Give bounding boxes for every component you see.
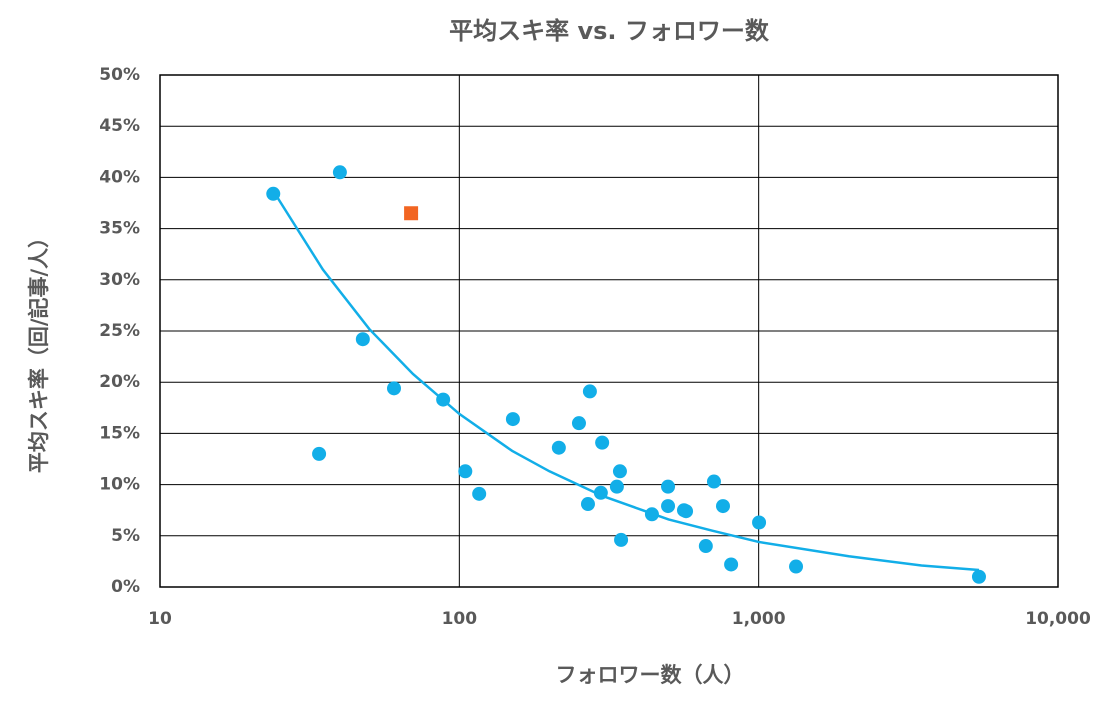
plot-border: [159, 74, 1059, 588]
point: [582, 384, 597, 399]
point: [571, 416, 586, 431]
x-tick-label: 100: [442, 609, 478, 629]
point: [612, 464, 627, 479]
point: [706, 474, 721, 489]
x-tick-label: 1,000: [732, 609, 786, 629]
x-tick-label: 10,000: [1025, 609, 1091, 629]
point: [724, 557, 739, 572]
point: [614, 532, 629, 547]
point: [505, 412, 520, 427]
point: [332, 165, 347, 180]
y-tick-label: 45%: [99, 116, 140, 136]
y-tick-label: 20%: [99, 372, 140, 392]
x-axis-title: フォロワー数（人）: [556, 663, 745, 687]
point: [387, 381, 402, 396]
chart-title: 平均スキ率 vs. フォロワー数: [449, 17, 770, 45]
y-tick-label: 30%: [99, 270, 140, 290]
point: [752, 515, 767, 530]
point: [971, 569, 986, 584]
point: [580, 497, 595, 512]
point: [458, 464, 473, 479]
point: [404, 206, 419, 221]
point: [789, 559, 804, 574]
y-tick-label: 10%: [99, 475, 140, 495]
y-tick-label: 40%: [99, 167, 140, 187]
point: [312, 446, 327, 461]
point: [355, 332, 370, 347]
y-tick-label: 5%: [111, 526, 140, 546]
x-tick-label: 10: [148, 609, 172, 629]
y-tick-label: 35%: [99, 219, 140, 239]
point: [679, 504, 694, 519]
y-axis-title: 平均スキ率（回/記事/人）: [27, 227, 51, 473]
point: [472, 486, 487, 501]
point: [609, 479, 624, 494]
point: [661, 499, 676, 514]
point: [715, 499, 730, 514]
y-tick-label: 0%: [111, 577, 140, 597]
point: [551, 440, 566, 455]
point: [698, 539, 713, 554]
point: [595, 435, 610, 450]
y-tick-label: 25%: [99, 321, 140, 341]
y-tick-label: 15%: [99, 423, 140, 443]
trend-line: [272, 191, 980, 572]
y-tick-label: 50%: [99, 65, 140, 85]
point: [661, 479, 676, 494]
